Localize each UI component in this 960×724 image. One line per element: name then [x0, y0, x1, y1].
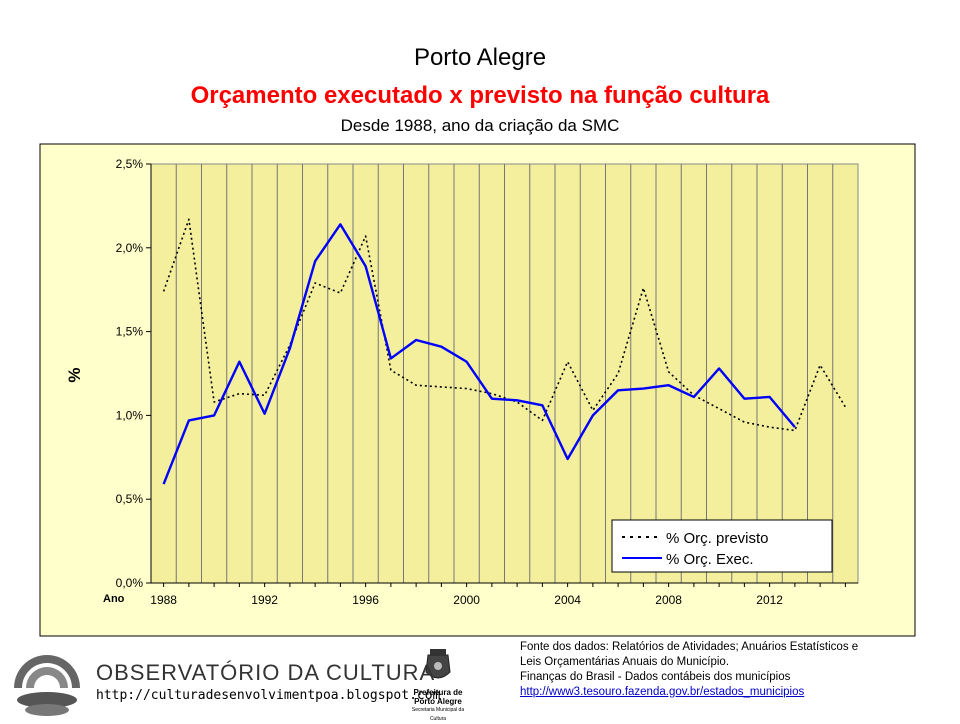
data-source: Fonte dos dados: Relatórios de Atividade… [520, 640, 950, 700]
prefeitura-line1: Prefeitura de [414, 688, 463, 697]
blog-url[interactable]: http://culturadesenvolvimentpoa.blogspot… [96, 688, 440, 703]
observatorio-logo-icon [14, 655, 80, 716]
x-tick-label: 1996 [352, 593, 379, 607]
source-line: Finanças do Brasil - Dados contábeis dos… [520, 670, 950, 685]
prefeitura-sub: Secretaria Municipal da Cultura [408, 706, 468, 724]
y-tick-label: 2,0% [116, 241, 144, 255]
y-axis-label: % [65, 367, 84, 382]
source-line: Fonte dos dados: Relatórios de Atividade… [520, 640, 950, 655]
x-tick-label: 1988 [150, 593, 177, 607]
observatorio-brand: OBSERVATÓRIO DA CULTURA [96, 660, 435, 686]
x-tick-label: 2008 [655, 593, 682, 607]
legend-exec-label: % Orç. Exec. [666, 551, 754, 568]
x-tick-label: 2004 [554, 593, 581, 607]
y-tick-label: 0,0% [116, 576, 144, 590]
x-tick-label: 2000 [453, 593, 480, 607]
x-tick-label: 2012 [756, 593, 783, 607]
y-tick-label: 1,0% [116, 408, 144, 422]
prefeitura-line2: Porto Alegre [414, 697, 462, 706]
legend: % Orç. previsto % Orç. Exec. [612, 520, 832, 572]
source-link[interactable]: http://www3.tesouro.fazenda.gov.br/estad… [520, 686, 804, 698]
source-line: Leis Orçamentárias Anuais do Município. [520, 655, 950, 670]
y-tick-label: 2,5% [116, 157, 144, 171]
x-axis-label: Ano [103, 593, 125, 605]
prefeitura-label: Prefeitura de Porto Alegre Secretaria Mu… [408, 688, 468, 724]
x-tick-label: 1992 [251, 593, 278, 607]
y-tick-label: 1,5% [116, 325, 144, 339]
y-tick-label: 0,5% [116, 492, 144, 506]
legend-previsto-label: % Orç. previsto [666, 530, 769, 547]
